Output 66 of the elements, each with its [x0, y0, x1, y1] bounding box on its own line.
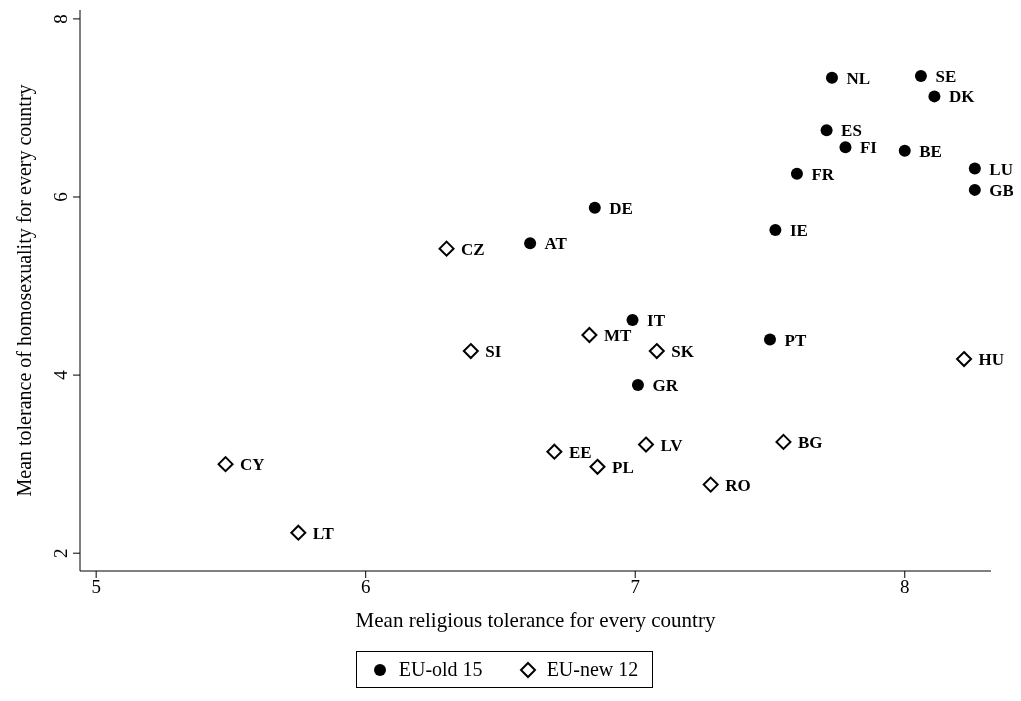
point — [524, 237, 537, 250]
data-label: BG — [797, 432, 823, 452]
data-label: GR — [652, 375, 679, 395]
data-label: GB — [989, 180, 1014, 200]
point — [462, 343, 479, 360]
data-label: BE — [919, 141, 942, 161]
data-label: HU — [978, 350, 1005, 370]
point — [631, 378, 644, 391]
data-label: FR — [811, 164, 835, 184]
point — [968, 162, 981, 175]
point — [914, 69, 927, 82]
point — [825, 71, 838, 84]
data-label: IT — [647, 310, 666, 330]
point — [438, 240, 455, 257]
data-label: DK — [948, 87, 976, 107]
y-tick-label: 4 — [50, 369, 71, 380]
y-tick-label: 8 — [50, 14, 71, 24]
point — [702, 476, 719, 493]
x-tick-label: 8 — [900, 576, 910, 598]
point — [790, 167, 803, 180]
y-tick-label: 6 — [50, 192, 71, 202]
data-label: EE — [568, 442, 592, 462]
point — [638, 436, 655, 453]
y-axis-title: Mean tolerance of homosexuality for every country — [13, 84, 37, 497]
point — [763, 333, 776, 346]
point — [626, 313, 639, 326]
data-label: NL — [846, 68, 871, 88]
data-label: SE — [935, 66, 957, 86]
data-label: PL — [612, 457, 634, 477]
data-label: MT — [603, 326, 632, 346]
x-axis-title: Mean religious tolerance for every country — [355, 608, 716, 632]
data-label: IE — [789, 220, 808, 240]
data-label: LT — [312, 523, 335, 543]
x-tick-label: 5 — [91, 576, 101, 598]
data-label: ES — [841, 121, 862, 141]
data-label: SI — [485, 342, 502, 362]
point — [898, 144, 911, 157]
x-tick-label: 6 — [360, 576, 371, 598]
data-label: AT — [544, 234, 568, 254]
data-label: RO — [725, 475, 751, 495]
data-label: FI — [859, 138, 878, 158]
point — [648, 343, 665, 360]
point — [775, 433, 792, 450]
data-label: CZ — [461, 239, 485, 259]
data-label: LV — [660, 435, 684, 455]
point — [839, 141, 852, 154]
point — [820, 124, 833, 137]
point — [588, 201, 601, 214]
x-tick-label: 7 — [630, 576, 640, 598]
point — [956, 351, 973, 368]
point — [581, 327, 598, 344]
point — [589, 458, 606, 475]
legend-label: EU-new 12 — [546, 658, 639, 681]
point — [769, 223, 782, 236]
point — [928, 90, 941, 103]
point — [968, 183, 981, 196]
data-label: SK — [671, 342, 695, 362]
data-label: PT — [784, 330, 807, 350]
point — [546, 443, 563, 460]
data-label: LU — [989, 159, 1013, 179]
point — [290, 524, 307, 541]
y-tick-label: 2 — [50, 548, 71, 558]
point — [217, 456, 234, 473]
data-label: DE — [609, 198, 633, 218]
data-label: CY — [240, 455, 265, 475]
legend-label: EU-old 15 — [398, 658, 483, 681]
